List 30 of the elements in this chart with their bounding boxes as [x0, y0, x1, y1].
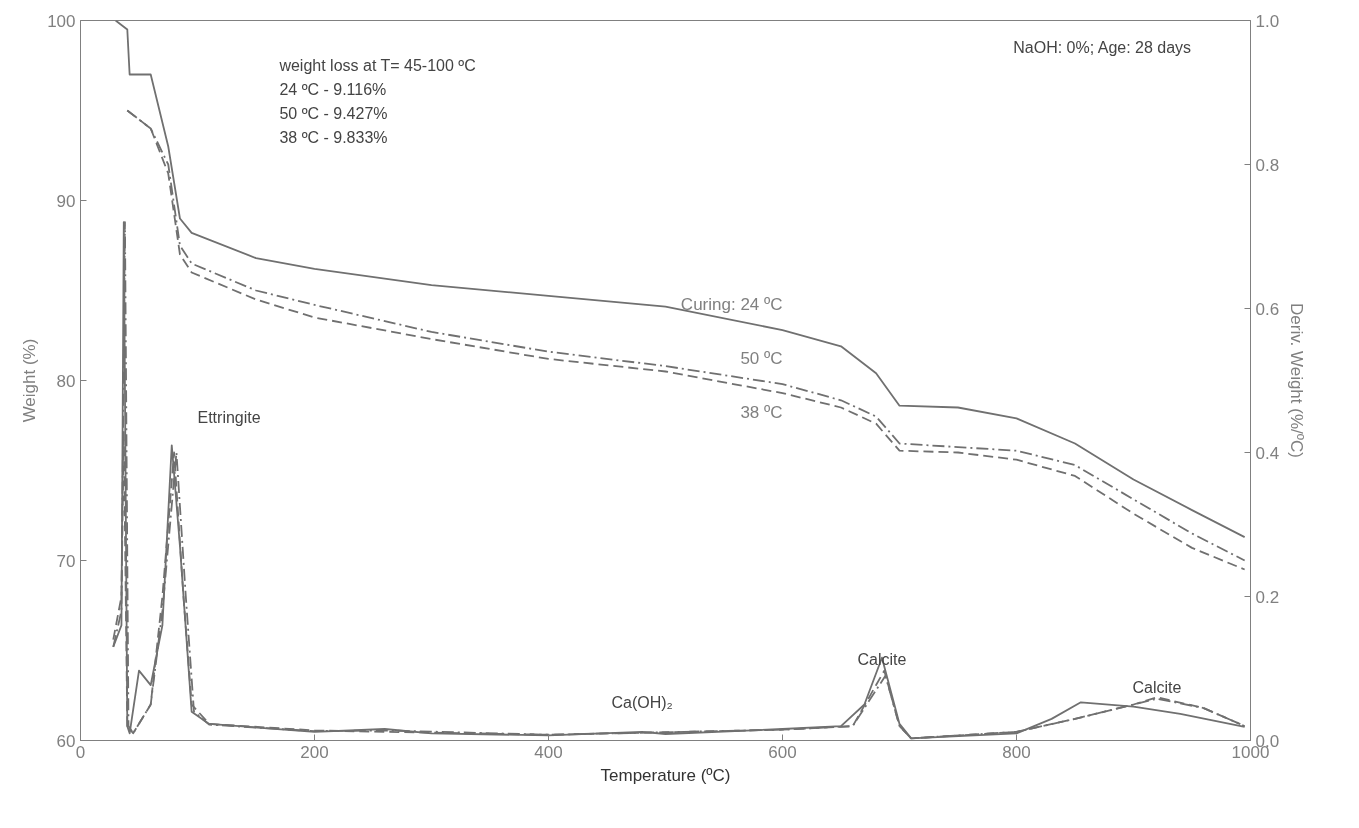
series-label: 50 ºC — [740, 349, 783, 369]
annotation: Calcite — [1132, 679, 1182, 697]
annotation: 38 ºC - 9.833% — [279, 128, 388, 146]
x-axis-title: Temperature (ºC) — [600, 765, 731, 785]
y2-tick-label: 1.0 — [1255, 11, 1280, 31]
series-label: 38 ºC — [740, 403, 783, 423]
y2-tick-label: 0.6 — [1255, 299, 1280, 319]
y2-tick-label: 0.2 — [1255, 587, 1280, 607]
annotation: 24 ºC - 9.116% — [279, 80, 387, 98]
y-tick-label: 100 — [47, 11, 76, 31]
annotation: Ca(OH)₂ — [611, 693, 673, 711]
y2-tick-label: 0.4 — [1255, 443, 1280, 463]
annotation: 50 ºC - 9.427% — [279, 104, 388, 122]
y-tick-label: 90 — [56, 191, 76, 211]
x-tick-label: 0 — [75, 742, 86, 762]
annotation: Ettringite — [197, 409, 261, 427]
y2-tick-label: 0.8 — [1255, 155, 1280, 175]
y-axis-title: Weight (%) — [20, 338, 40, 423]
x-tick-label: 600 — [768, 742, 797, 762]
annotation: NaOH: 0%; Age: 28 days — [1013, 38, 1192, 56]
series-label: Curing: 24 ºC — [680, 295, 783, 315]
y-tick-label: 80 — [56, 371, 76, 391]
x-tick-label: 200 — [300, 742, 329, 762]
y-tick-label: 70 — [56, 551, 76, 571]
y2-axis-title: Deriv. Weight (%/ºC) — [1287, 303, 1307, 458]
annotation: Calcite — [857, 650, 907, 668]
y-tick-label: 60 — [56, 731, 76, 751]
annotation: weight loss at T= 45-100 ºC — [278, 56, 476, 74]
x-tick-label: 800 — [1002, 742, 1031, 762]
x-tick-label: 400 — [534, 742, 563, 762]
